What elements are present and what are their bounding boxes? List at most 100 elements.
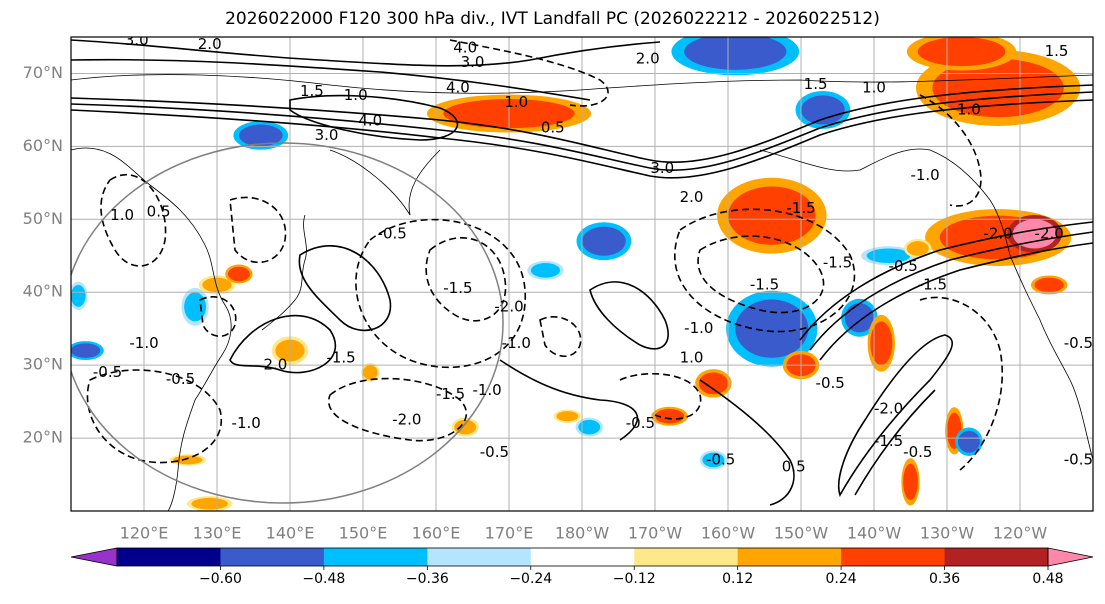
contour-label: 1.0 <box>504 93 528 111</box>
shaded-region <box>71 343 101 358</box>
contour-jet-3 <box>71 99 1093 179</box>
shaded-region <box>684 37 787 70</box>
shaded-region <box>363 365 378 380</box>
contour-dashed-low-8 <box>919 296 1004 471</box>
colorbar-segment <box>323 548 428 566</box>
shaded-region <box>957 430 980 453</box>
contour-label: 2.0 <box>263 356 287 374</box>
contour-label: 1.0 <box>110 206 134 224</box>
contour-label: -1.0 <box>910 166 939 184</box>
contour-label: -2.0 <box>392 410 421 428</box>
contour-dashed-west-2 <box>199 296 237 338</box>
shaded-region <box>173 455 203 465</box>
contour-dashed-north-2 <box>919 94 982 207</box>
contour-north-1 <box>71 39 661 67</box>
contour-label: -0.5 <box>626 414 655 432</box>
contour-label: -0.5 <box>480 443 509 461</box>
coastline-asia <box>71 147 232 511</box>
colorbar-segment <box>220 548 325 566</box>
contour-subtropical-1 <box>837 334 954 497</box>
longitude-label: 150°E <box>339 524 388 543</box>
contour-label: -0.5 <box>378 224 407 242</box>
shaded-region <box>238 124 283 147</box>
contour-dashed-low-6 <box>86 369 223 464</box>
contour-label: 4.0 <box>446 79 470 97</box>
coastline-north-america <box>989 199 1093 461</box>
longitude-label: 170°W <box>628 524 683 543</box>
contour-dashed-west-1 <box>229 196 287 264</box>
contour-label: 1.5 <box>300 82 324 100</box>
contour-label: -1.5 <box>326 348 355 366</box>
shaded-region <box>728 186 816 245</box>
shaded-region <box>191 497 228 510</box>
contour-dashed-low-5 <box>327 377 467 442</box>
colorbar-segment <box>944 548 1049 566</box>
shaded-region <box>903 463 918 501</box>
contour-label: -0.5 <box>816 374 845 392</box>
shaded-region <box>578 419 601 435</box>
latitude-label: 40°N <box>23 282 63 301</box>
contour-label: 0.5 <box>147 203 171 221</box>
colorbar-segment <box>841 548 946 566</box>
contour-label: 2.0 <box>636 49 660 67</box>
contour-jet-2 <box>71 91 1093 171</box>
coastline-kamchatka <box>329 149 441 216</box>
shaded-region <box>1034 277 1064 293</box>
colorbar-frame <box>116 547 1049 567</box>
longitude-label: 130°W <box>920 524 975 543</box>
colorbar-extension-low <box>70 547 118 567</box>
contour-label: -0.5 <box>889 257 918 275</box>
longitude-label: 130°E <box>193 524 242 543</box>
contour-label: -1.5 <box>874 432 903 450</box>
contour-label: -1.5 <box>823 254 852 272</box>
contour-loop-3 <box>229 314 337 374</box>
contour-dashed-north-1 <box>449 39 609 107</box>
colorbar: −0.60 −0.48 −0.36 −0.24 −0.12 0.12 0.24 0.36 0.4… <box>70 547 1094 587</box>
contour-label: -2.0 <box>874 399 903 417</box>
contour-jet-4 <box>71 58 591 101</box>
contour-dashed-low-1 <box>425 236 507 322</box>
shaded-region <box>906 241 929 256</box>
contour-label: -0.5 <box>706 450 735 468</box>
colorbar-tick-label: −0.36 <box>406 571 449 587</box>
longitude-label: 120°E <box>120 524 169 543</box>
contour-label: -0.5 <box>166 370 195 388</box>
contour-label: -2.0 <box>494 297 523 315</box>
colorbar-tick-label: −0.60 <box>199 571 242 587</box>
map-plot-area: 3.0 2.01.5 1.04.03.04.02.01.00.54.03.03.01… <box>71 31 1093 511</box>
landfall-region-circle <box>71 142 504 504</box>
shaded-region <box>582 226 626 256</box>
latitude-label: 30°N <box>23 355 63 374</box>
contour-label: -1.0 <box>472 381 501 399</box>
contour-dashed-mid-1 <box>539 316 582 358</box>
map-title: 2026022000 F120 300 hPa div., IVT Landfa… <box>225 9 880 29</box>
contour-label: 1.0 <box>680 348 704 366</box>
shaded-region <box>702 452 725 468</box>
latitude-label: 70°N <box>23 63 63 82</box>
longitude-label: 140°W <box>847 524 902 543</box>
colorbar-segment <box>634 548 739 566</box>
contour-label: 4.0 <box>358 111 382 129</box>
coastlines <box>71 74 1093 511</box>
shaded-region <box>556 411 579 422</box>
contour-label: -0.5 <box>1064 450 1093 468</box>
colorbar-segment <box>427 548 532 566</box>
longitude-label: 160°W <box>701 524 756 543</box>
map-frame <box>70 36 1094 512</box>
contour-dashed-low-2 <box>355 218 526 369</box>
colorbar-tick-label: 0.48 <box>1032 571 1063 587</box>
contour-label: 2.0 <box>680 188 704 206</box>
contour-dashed-low-3 <box>697 235 825 314</box>
contour-dashed-low-4 <box>674 208 856 333</box>
longitude-axis: 120°E 130°E 140°E 150°E 160°E 170°E 180°W 170°W… <box>120 524 1048 543</box>
contour-label: 1.5 <box>804 75 828 93</box>
colorbar-extension-high <box>1047 547 1094 567</box>
contour-label: 3.0 <box>125 31 149 49</box>
contour-label: -1.5 <box>750 275 779 293</box>
colorbar-tick-label: −0.48 <box>302 571 345 587</box>
longitude-label: 150°W <box>774 524 829 543</box>
colorbar-tick-label: 0.12 <box>722 571 753 587</box>
colorbar-segment <box>530 548 635 566</box>
shaded-region <box>870 321 893 366</box>
contour-label: 1.0 <box>957 100 981 118</box>
